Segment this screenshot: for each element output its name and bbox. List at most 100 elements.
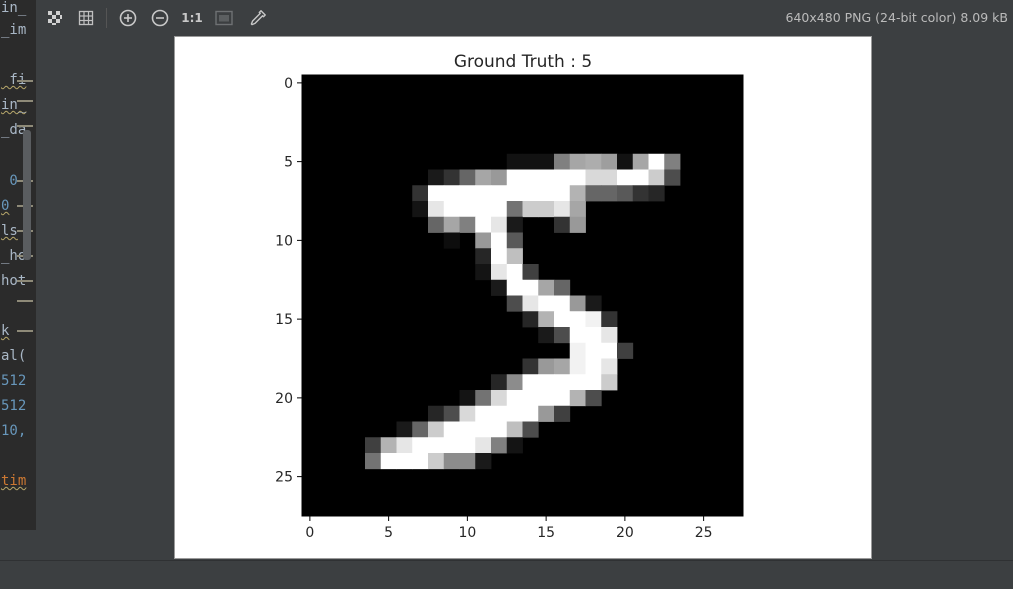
pixel-cell bbox=[569, 311, 586, 328]
pixel-cell bbox=[491, 279, 508, 296]
pixel-cell bbox=[428, 185, 445, 202]
pixel-cell bbox=[554, 405, 571, 422]
pixel-cell bbox=[538, 358, 555, 375]
x-tick-label: 5 bbox=[384, 525, 393, 541]
pixel-cell bbox=[554, 295, 571, 312]
pixel-cell bbox=[522, 390, 539, 407]
pixel-cell bbox=[522, 405, 539, 422]
pixel-cell bbox=[443, 405, 460, 422]
grid-icon bbox=[78, 10, 94, 26]
chessboard-toggle-button[interactable] bbox=[42, 5, 68, 31]
pixel-cell bbox=[506, 437, 523, 454]
status-bar bbox=[0, 560, 1013, 589]
pixel-cell bbox=[569, 374, 586, 391]
pixel-cell bbox=[569, 295, 586, 312]
pixel-cell bbox=[554, 358, 571, 375]
pixel-cell bbox=[601, 153, 618, 170]
pixel-cell bbox=[506, 295, 523, 312]
pixel-cell bbox=[538, 374, 555, 391]
code-line: hot bbox=[1, 273, 27, 289]
pixel-cell bbox=[632, 169, 649, 186]
pixel-cell bbox=[601, 342, 618, 359]
pixel-cell bbox=[506, 390, 523, 407]
gutter-marker bbox=[17, 100, 33, 102]
pixel-cell bbox=[396, 453, 413, 470]
pixel-cell bbox=[428, 437, 445, 454]
pixel-cell bbox=[443, 169, 460, 186]
pixel-cell bbox=[459, 390, 476, 407]
pixel-cell bbox=[491, 405, 508, 422]
pixel-cell bbox=[428, 421, 445, 438]
code-line: al( bbox=[1, 348, 27, 364]
pixel-cell bbox=[475, 216, 492, 233]
pixel-cell bbox=[585, 311, 602, 328]
fit-window-button[interactable] bbox=[211, 5, 237, 31]
pixel-cell bbox=[428, 201, 445, 218]
toolbar-separator bbox=[106, 8, 107, 28]
color-picker-button[interactable] bbox=[245, 5, 271, 31]
editor-scrollbar[interactable] bbox=[23, 130, 31, 260]
pixel-cell bbox=[522, 264, 539, 281]
pixel-cell bbox=[459, 169, 476, 186]
pixel-cell bbox=[491, 264, 508, 281]
pixel-cell bbox=[585, 358, 602, 375]
pixel-cell bbox=[522, 358, 539, 375]
pixel-cell bbox=[506, 264, 523, 281]
pixel-cell bbox=[475, 405, 492, 422]
pixel-cell bbox=[554, 390, 571, 407]
pixel-cell bbox=[538, 201, 555, 218]
image-display: Ground Truth : 5 0 5 10 15 20 25 0 5 10 15 20 25 bbox=[174, 36, 872, 559]
pixel-cell bbox=[554, 185, 571, 202]
zoom-out-button[interactable] bbox=[147, 5, 173, 31]
pixel-cell bbox=[396, 437, 413, 454]
pixel-cell bbox=[459, 201, 476, 218]
pixel-cell bbox=[569, 153, 586, 170]
y-axis: 0 5 10 15 20 25 bbox=[275, 76, 302, 486]
pixel-cell bbox=[632, 153, 649, 170]
pixel-cell bbox=[491, 201, 508, 218]
pixel-cell bbox=[585, 374, 602, 391]
gutter-marker bbox=[17, 300, 33, 302]
pixel-cell bbox=[475, 264, 492, 281]
gutter-marker bbox=[17, 280, 33, 282]
pixel-cell bbox=[569, 390, 586, 407]
pixel-cell bbox=[428, 453, 445, 470]
pixel-cell bbox=[664, 169, 681, 186]
pixel-cell bbox=[365, 437, 382, 454]
image-info-label: 640x480 PNG (24-bit color) 8.09 kB bbox=[785, 10, 1008, 25]
pixel-cell bbox=[459, 216, 476, 233]
pixel-cell bbox=[522, 311, 539, 328]
code-line: 512 bbox=[1, 373, 27, 389]
pixel-cell bbox=[601, 327, 618, 344]
code-line: ls bbox=[1, 223, 18, 239]
pixel-cell bbox=[554, 311, 571, 328]
y-tick-label: 25 bbox=[275, 470, 293, 486]
eyedropper-icon bbox=[250, 10, 266, 26]
grid-toggle-button[interactable] bbox=[73, 5, 99, 31]
code-line: 10, bbox=[1, 423, 27, 439]
pixel-cell bbox=[491, 232, 508, 249]
pixel-cell bbox=[491, 248, 508, 265]
pixel-cell bbox=[601, 311, 618, 328]
pixel-cell bbox=[491, 216, 508, 233]
pixel-cell bbox=[601, 185, 618, 202]
pixel-cell bbox=[601, 169, 618, 186]
pixel-cell bbox=[538, 185, 555, 202]
pixel-cell bbox=[554, 279, 571, 296]
pixel-cell bbox=[648, 153, 665, 170]
zoom-in-button[interactable] bbox=[115, 5, 141, 31]
code-line: in_ bbox=[1, 0, 27, 16]
actual-size-button[interactable]: 1:1 bbox=[179, 5, 205, 31]
pixel-cell bbox=[443, 216, 460, 233]
pixel-cell bbox=[365, 453, 382, 470]
pixel-cell bbox=[585, 295, 602, 312]
pixel-cell bbox=[522, 279, 539, 296]
pixel-cell bbox=[443, 185, 460, 202]
gutter-marker bbox=[17, 330, 33, 332]
code-editor-strip[interactable]: in_ _im fi in_ _da 0 0 ls _ho hot k al(512 512 10, t… bbox=[0, 0, 36, 530]
pixel-cell bbox=[506, 153, 523, 170]
x-tick-label: 0 bbox=[305, 525, 314, 541]
pixel-cell bbox=[443, 453, 460, 470]
gutter-marker bbox=[17, 125, 33, 127]
pixel-cell bbox=[569, 201, 586, 218]
